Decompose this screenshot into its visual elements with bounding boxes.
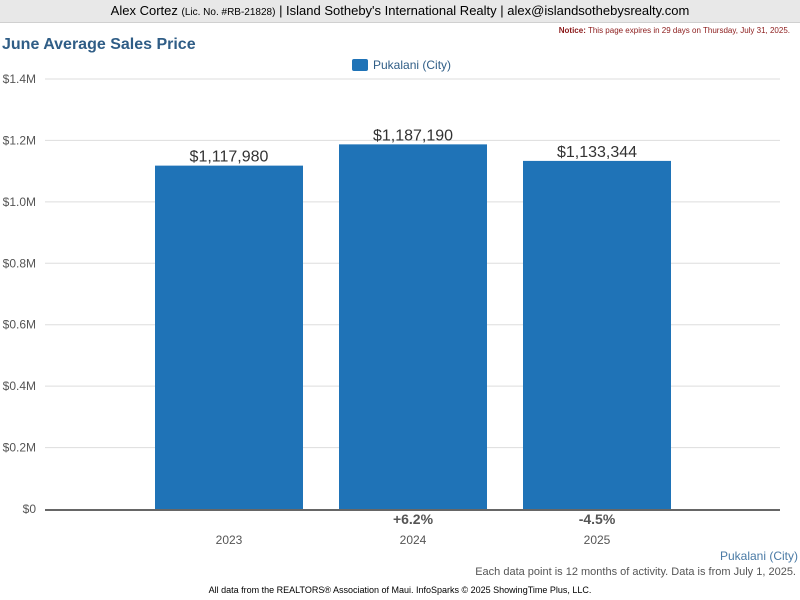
y-tick-label: $1.0M [3,195,36,209]
bar [155,165,303,509]
agent-name: Alex Cortez [110,3,178,18]
legend-swatch [352,59,368,71]
change-label: +6.2% [393,511,434,527]
footer-source: All data from the REALTORS® Association … [208,585,592,595]
x-tick-label: 2025 [584,533,611,547]
footer-note: Each data point is 12 months of activity… [475,566,796,578]
legend-label: Pukalani (City) [373,58,452,72]
chart-legend: Pukalani (City) [352,57,451,73]
notice-text: This page expires in 29 days on Thursday… [587,26,790,35]
y-tick-label: $0.6M [3,318,36,332]
brokerage-name: | Island Sotheby's International Realty … [279,3,504,18]
y-tick-label: $1.2M [3,133,36,147]
expiry-notice: Notice: This page expires in 29 days on … [559,26,790,35]
agent-email[interactable]: alex@islandsothebysrealty.com [507,3,690,18]
bar-value-label: $1,117,980 [190,149,269,166]
change-label: -4.5% [579,511,616,527]
bar [339,144,487,509]
bar-value-label: $1,133,344 [557,144,637,161]
agent-header: Alex Cortez (Lic. No. #RB-21828) | Islan… [0,0,800,23]
y-tick-label: $0.8M [3,256,36,270]
y-tick-label: $0 [23,502,37,516]
x-tick-label: 2024 [400,533,427,547]
agent-license: (Lic. No. #RB-21828) [181,7,276,18]
footer-series-label: Pukalani (City) [719,549,798,563]
bar-value-label: $1,187,190 [373,127,453,144]
notice-label: Notice: [558,26,586,35]
chart-title: June Average Sales Price [2,36,196,53]
y-tick-label: $0.4M [3,379,36,393]
bar [523,160,671,509]
y-tick-label: $1.4M [3,72,36,86]
x-tick-label: 2023 [216,533,243,547]
y-tick-label: $0.2M [3,441,36,455]
